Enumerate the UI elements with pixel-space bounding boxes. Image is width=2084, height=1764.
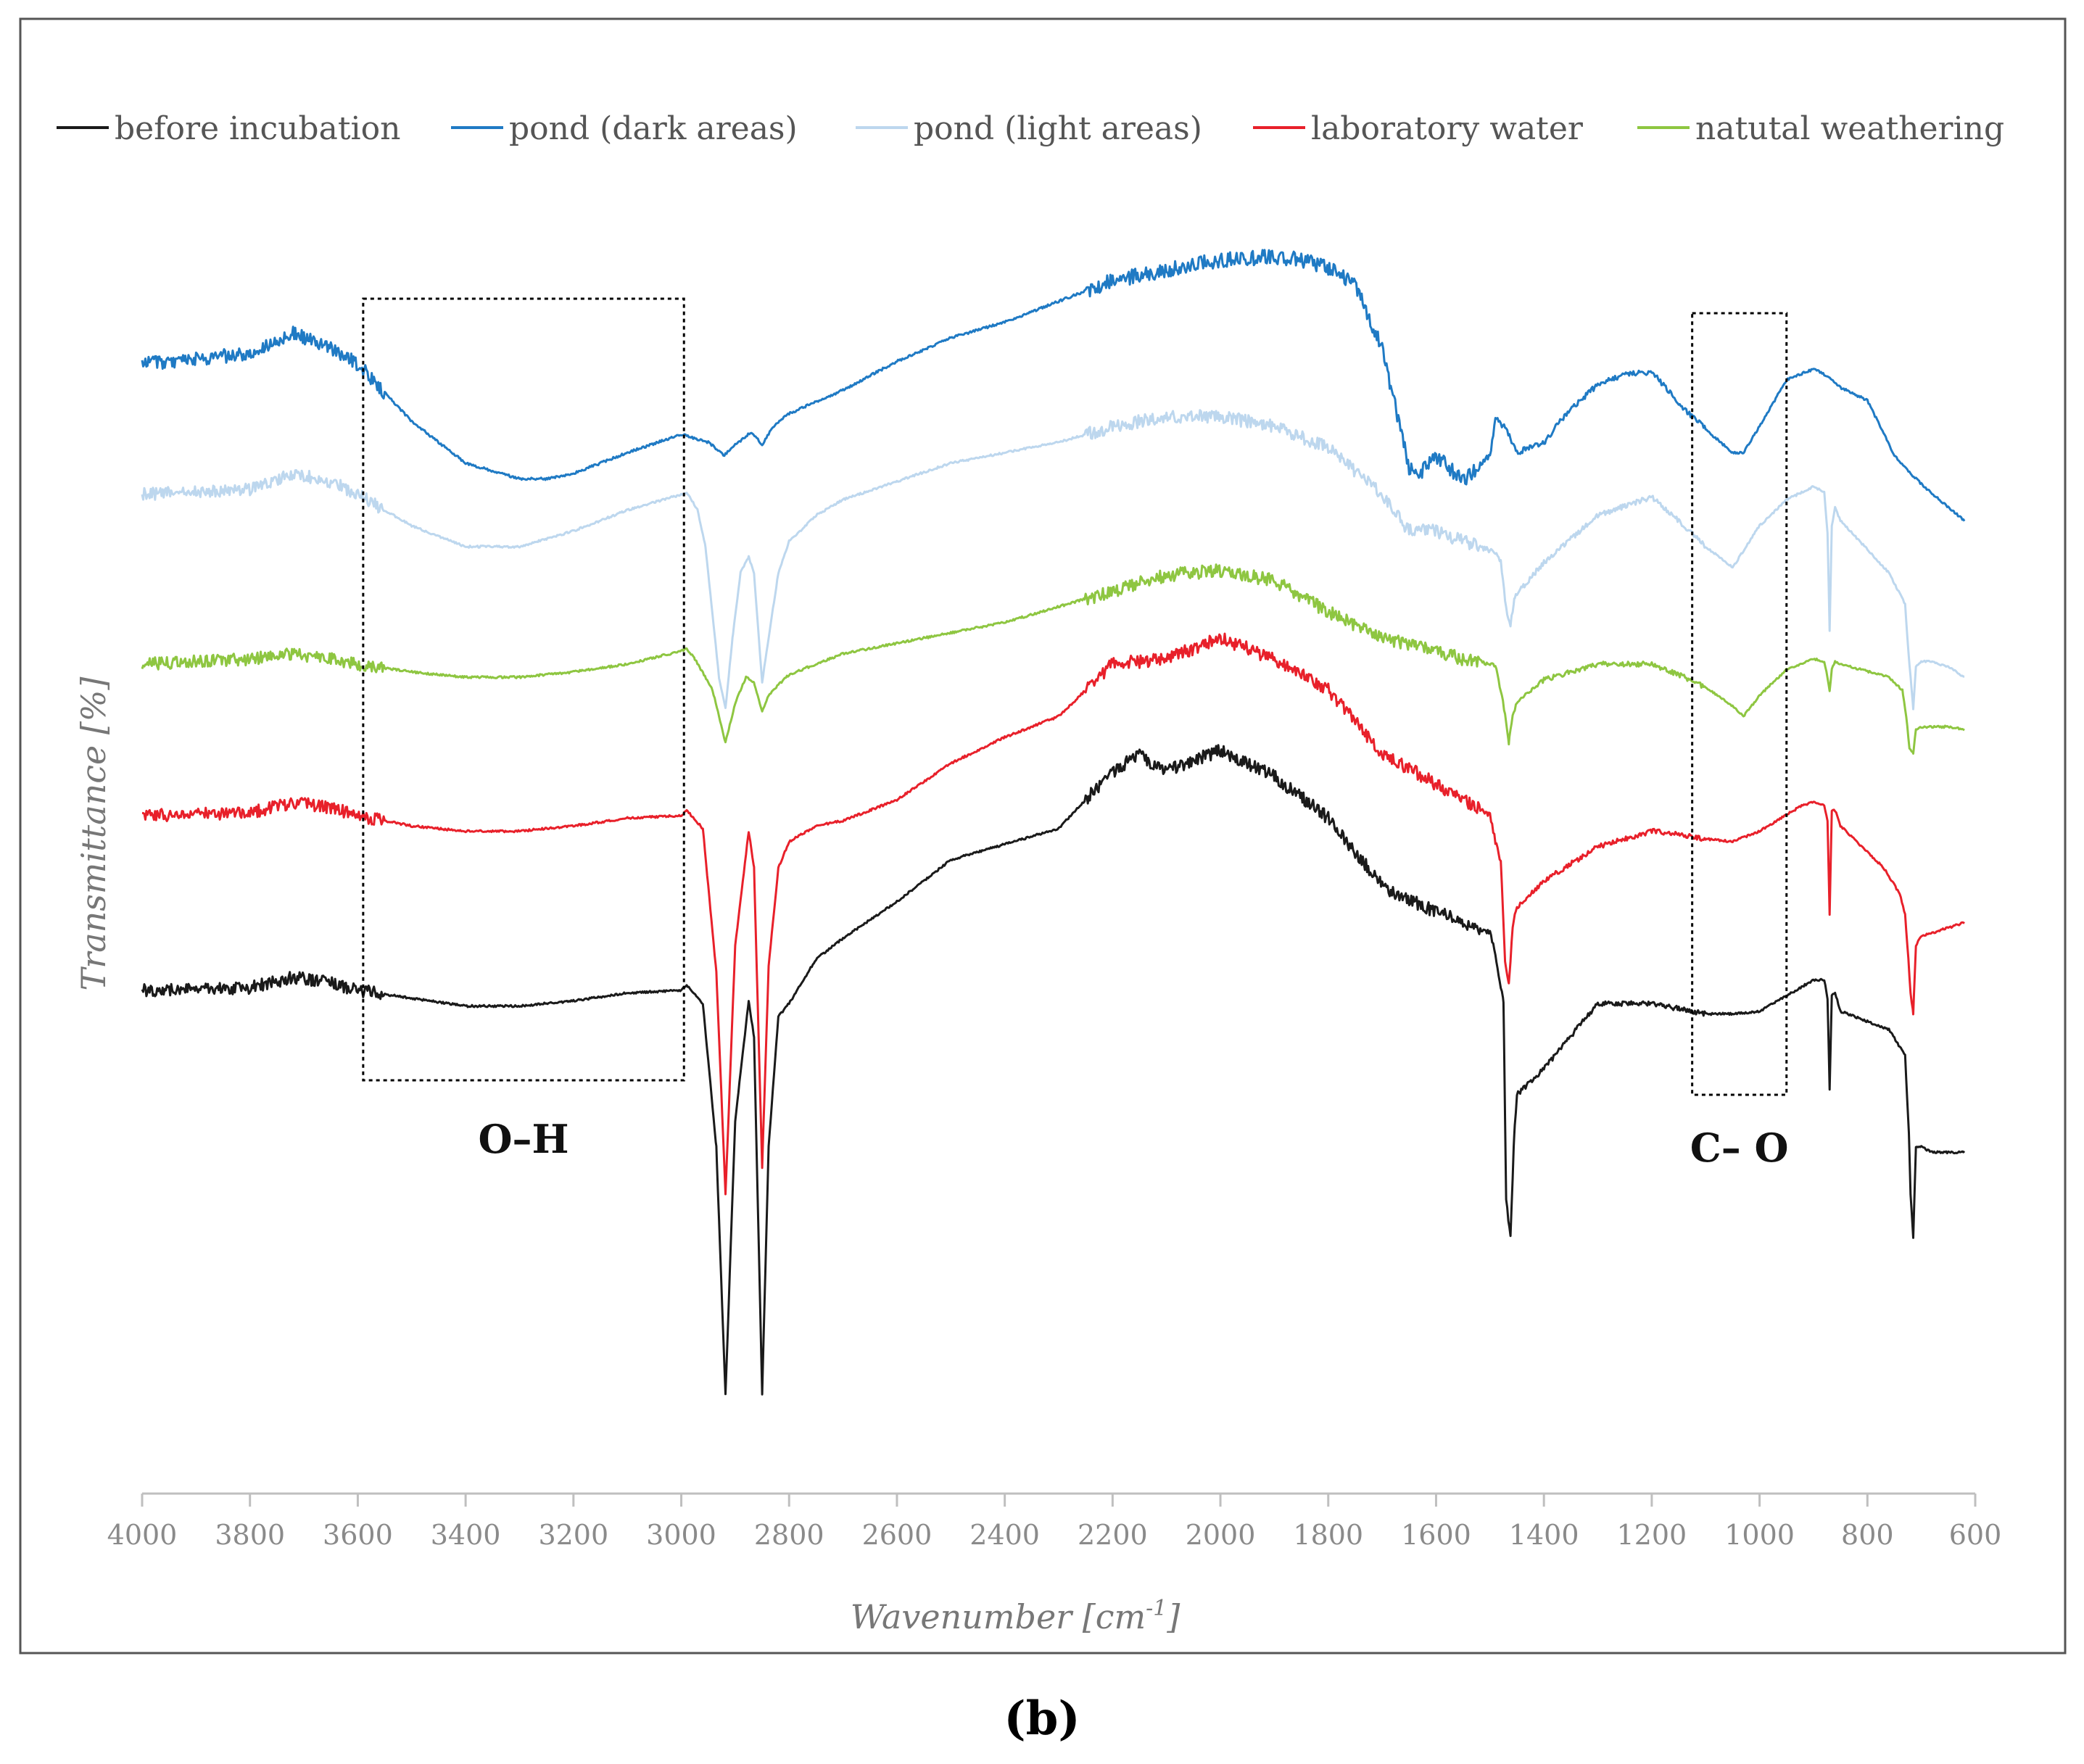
- x-tick-label-600: 600: [1949, 1519, 2002, 1551]
- x-tick-label-1800: 1800: [1293, 1519, 1363, 1551]
- legend-label-pond-light: pond (light areas): [914, 110, 1202, 147]
- x-tick-label-4000: 4000: [107, 1519, 178, 1551]
- x-axis: 4000 3800 3600 3400 3200 3000 2800 2600 2400 2200…: [107, 1492, 2002, 1551]
- x-tick-label-2600: 2600: [862, 1519, 933, 1551]
- x-tick-label-3400: 3400: [431, 1519, 501, 1551]
- series-line-natutal-weathering: [141, 563, 1965, 755]
- x-tick-label-2200: 2200: [1078, 1519, 1148, 1551]
- legend-label-pond-dark: pond (dark areas): [509, 110, 798, 147]
- series-line-pond-dark-areas-: [141, 249, 1966, 522]
- y-axis-title: Transmittance [%]: [74, 677, 113, 991]
- x-tick-label-1200: 1200: [1617, 1519, 1687, 1551]
- x-tick-label-3800: 3800: [215, 1519, 285, 1551]
- x-axis-title-sup: -1: [1146, 1596, 1167, 1621]
- series-line-laboratory-water: [141, 632, 1965, 1196]
- series-line-pond-light-areas-: [141, 409, 1965, 711]
- legend: before incubation pond (dark areas) pond…: [57, 110, 2004, 147]
- x-tick-label-800: 800: [1841, 1519, 1894, 1551]
- x-tick-label-3600: 3600: [323, 1519, 393, 1551]
- legend-item-pond-light: pond (light areas): [856, 110, 1202, 147]
- legend-label-before-incubation: before incubation: [115, 110, 400, 147]
- co-annotation-label: C– O: [1690, 1125, 1789, 1171]
- annotation-layer: O–H C– O: [362, 297, 1789, 1171]
- co-annotation-box: [1691, 312, 1788, 1096]
- x-tick-label-1400: 1400: [1509, 1519, 1579, 1551]
- x-tick-label-1000: 1000: [1724, 1519, 1795, 1551]
- x-tick-label-3200: 3200: [538, 1519, 608, 1551]
- legend-label-laboratory-water: laboratory water: [1311, 110, 1584, 147]
- series-layer: [141, 249, 1966, 1396]
- x-tick-label-2000: 2000: [1186, 1519, 1256, 1551]
- legend-item-pond-dark: pond (dark areas): [451, 110, 798, 147]
- x-axis-title-end: ]: [1166, 1597, 1180, 1636]
- figure-frame: [19, 17, 2067, 1655]
- legend-label-natutal-weathering: natutal weathering: [1695, 110, 2004, 147]
- series-line-before-incubation: [141, 744, 1966, 1396]
- panel-label: (b): [1004, 1691, 1080, 1746]
- x-tick-label-2800: 2800: [754, 1519, 824, 1551]
- legend-item-before-incubation: before incubation: [57, 110, 400, 147]
- legend-item-laboratory-water: laboratory water: [1253, 110, 1584, 147]
- oh-annotation-label: O–H: [479, 1116, 569, 1162]
- oh-annotation-box: [362, 297, 685, 1082]
- x-tick-label-3000: 3000: [646, 1519, 716, 1551]
- x-tick-label-1600: 1600: [1401, 1519, 1471, 1551]
- legend-item-natutal-weathering: natutal weathering: [1637, 110, 2004, 147]
- x-axis-title: Wavenumber [cm-1]: [851, 1596, 1180, 1636]
- x-tick-layer: 4000 3800 3600 3400 3200 3000 2800 2600 2400 2200…: [107, 1494, 2002, 1551]
- x-tick-label-2400: 2400: [969, 1519, 1040, 1551]
- x-axis-title-main: Wavenumber [cm: [851, 1597, 1146, 1636]
